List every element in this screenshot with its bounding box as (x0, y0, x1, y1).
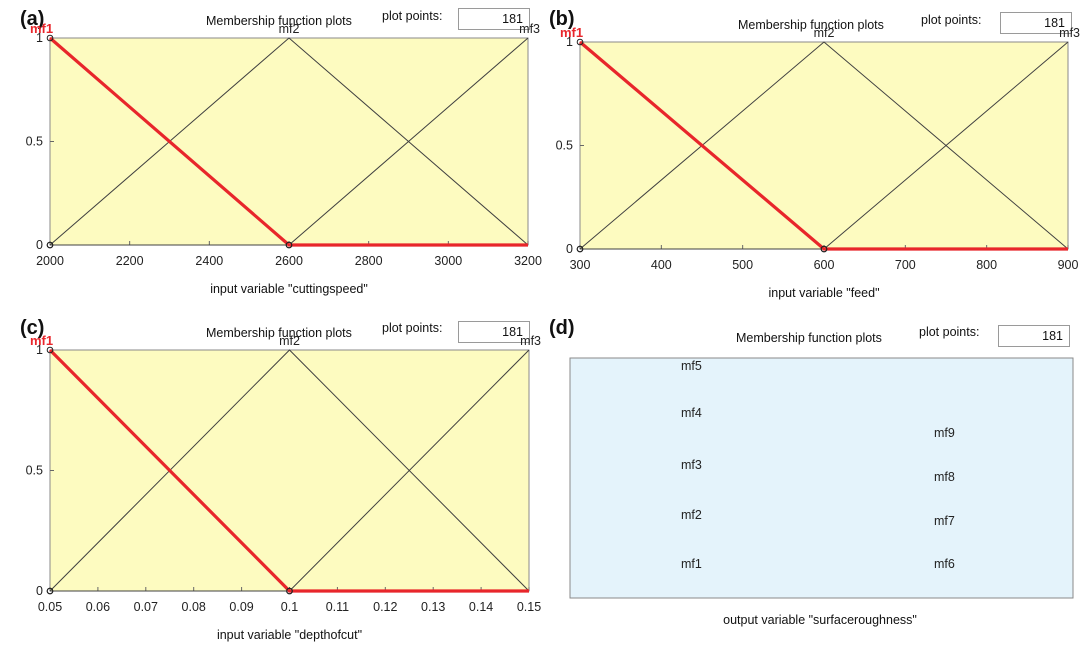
x-tick-label: 2600 (275, 254, 303, 268)
vertex-marker (46, 587, 54, 595)
panel-letter: (d) (549, 317, 575, 339)
mf-label-mf2: mf2 (279, 22, 300, 36)
x-tick-label: 0.07 (134, 600, 158, 614)
plot-points-input[interactable]: 181 (458, 321, 530, 343)
panel-title: Membership function plots (736, 331, 882, 345)
panel-letter: (c) (20, 317, 45, 339)
series-line-mf1[interactable] (578, 40, 1068, 251)
y-tick-label: 0.5 (26, 135, 43, 149)
mf-chart-1: 300 400 500 600 700 800 900 0 0.5 1 input variable… (556, 25, 1080, 300)
y-tick-label: 0.5 (556, 139, 573, 153)
y-tick-label: 1 (36, 343, 43, 357)
panel-letter: (b) (549, 8, 575, 30)
x-tick-label: 2000 (36, 254, 64, 268)
panel-title: Membership function plots (206, 14, 352, 28)
x-axis-label: input variable "cuttingspeed" (210, 282, 368, 296)
vertex-marker (285, 241, 293, 249)
x-tick-label: 0.14 (469, 600, 493, 614)
plot-points-label: plot points: (921, 13, 982, 27)
mf-label-mf2: mf2 (814, 26, 835, 40)
x-tick-label: 0.12 (373, 600, 397, 614)
vertex-marker (46, 34, 54, 42)
vertex-marker (820, 245, 828, 253)
plot-points-label: plot points: (382, 9, 443, 23)
output-mf-mf2: mf2 (681, 508, 702, 522)
mf-chart-0: 2000 2200 2400 2600 2800 3000 3200 0 0.5 1 input v… (26, 21, 542, 296)
plot-area[interactable] (579, 41, 1069, 250)
x-axis-label: input variable "depthofcut" (217, 628, 362, 642)
output-mf-mf8: mf8 (934, 470, 955, 484)
output-axis-label: output variable "surfaceroughness" (723, 613, 917, 627)
plot-points-input[interactable]: 181 (458, 8, 530, 30)
x-tick-label: 400 (651, 258, 672, 272)
plot-points-input[interactable]: 181 (1000, 12, 1072, 34)
mf-chart-2: 0.05 0.06 0.07 0.08 0.09 0.1 0.11 0.12 0.13 0.14 0… (26, 333, 542, 642)
x-tick-label: 0.08 (182, 600, 206, 614)
panel-letter: (a) (20, 8, 45, 30)
mf-label-mf3: mf3 (520, 334, 541, 348)
y-tick-label: 0 (36, 238, 43, 252)
series-line-mf1[interactable] (48, 36, 528, 247)
x-tick-label: 0.09 (229, 600, 253, 614)
y-tick-label: 1 (566, 35, 573, 49)
x-tick-label: 0.05 (38, 600, 62, 614)
output-mf-mf6: mf6 (934, 557, 955, 571)
x-tick-label: 0.1 (281, 600, 298, 614)
output-mf-mf5: mf5 (681, 359, 702, 373)
x-tick-label: 0.13 (421, 600, 445, 614)
vertex-marker (576, 245, 584, 253)
vertex-marker (46, 241, 54, 249)
mf-label-mf3: mf3 (1059, 26, 1080, 40)
x-tick-label: 2400 (195, 254, 223, 268)
x-tick-label: 300 (570, 258, 591, 272)
plot-points-label: plot points: (919, 325, 980, 339)
mf-label-mf2: mf2 (279, 334, 300, 348)
x-tick-label: 0.11 (326, 600, 349, 614)
series-line-mf2[interactable] (49, 37, 529, 246)
mf-label-mf3: mf3 (519, 22, 540, 36)
x-axis-label: input variable "feed" (768, 286, 879, 300)
x-tick-label: 800 (976, 258, 997, 272)
x-tick-label: 3200 (514, 254, 542, 268)
plot-area[interactable] (49, 37, 529, 246)
y-tick-label: 0.5 (26, 464, 43, 478)
output-mf-mf9: mf9 (934, 426, 955, 440)
plot-points-input[interactable]: 181 (998, 325, 1070, 347)
output-mf-panel: mf5 mf4 mf3 mf2 mf1 mf9 mf8 mf7 mf6 output variab… (569, 357, 1074, 627)
x-tick-label: 600 (814, 258, 835, 272)
output-mf-mf1: mf1 (681, 557, 702, 571)
plot-area[interactable] (49, 349, 530, 592)
x-tick-label: 500 (732, 258, 753, 272)
vertex-marker (46, 346, 54, 354)
x-tick-label: 700 (895, 258, 916, 272)
mf-label-mf1: mf1 (30, 333, 53, 348)
y-tick-label: 0 (36, 584, 43, 598)
panel-title: Membership function plots (206, 326, 352, 340)
panel-title: Membership function plots (738, 18, 884, 32)
output-mf-mf7: mf7 (934, 514, 955, 528)
y-tick-label: 0 (566, 242, 573, 256)
output-plot-area[interactable] (569, 357, 1074, 599)
series-line-mf2[interactable] (579, 41, 1069, 250)
vertex-marker (576, 38, 584, 46)
vertex-marker (286, 587, 293, 595)
series-line-mf2[interactable] (49, 349, 530, 592)
mf-label-mf1: mf1 (30, 21, 53, 36)
x-tick-label: 900 (1058, 258, 1079, 272)
y-tick-label: 1 (36, 31, 43, 45)
x-tick-label: 0.06 (86, 600, 110, 614)
x-tick-label: 0.15 (517, 600, 541, 614)
mf-label-mf1: mf1 (560, 25, 583, 40)
x-tick-label: 3000 (434, 254, 462, 268)
output-mf-mf4: mf4 (681, 406, 702, 420)
output-mf-mf3: mf3 (681, 458, 702, 472)
x-tick-label: 2200 (116, 254, 144, 268)
x-tick-label: 2800 (355, 254, 383, 268)
plot-points-label: plot points: (382, 321, 443, 335)
series-line-mf1[interactable] (48, 348, 529, 593)
